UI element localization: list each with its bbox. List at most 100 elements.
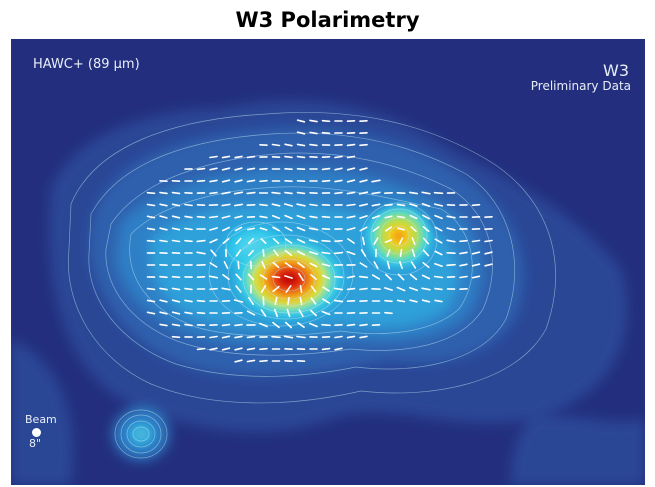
polarization-vector <box>209 335 218 339</box>
beam-label: Beam <box>25 413 57 426</box>
polarization-vector <box>346 167 356 171</box>
polarization-vector <box>196 299 206 303</box>
polarization-vector <box>209 227 218 231</box>
polarization-vector <box>184 287 193 291</box>
emission-cores <box>125 200 437 449</box>
polarization-vector <box>221 347 231 351</box>
polarization-vector <box>221 179 231 183</box>
polarization-vector <box>184 215 193 219</box>
polarization-vector <box>259 167 268 171</box>
polarization-vector <box>260 238 267 244</box>
polarization-vector <box>398 237 404 245</box>
polarization-vector <box>247 273 255 281</box>
polarization-vector <box>283 203 294 207</box>
polarization-vector <box>459 251 468 255</box>
polarization-vector <box>359 215 368 219</box>
polarization-vector <box>299 285 303 293</box>
polarization-vector <box>234 215 243 219</box>
polarization-vector <box>309 119 318 123</box>
polarization-vector <box>284 143 293 147</box>
polarization-vector <box>146 215 156 219</box>
polarization-vector <box>299 296 303 306</box>
polarization-vector <box>383 287 394 291</box>
polarization-vector <box>346 179 356 183</box>
polarization-vector <box>296 119 306 123</box>
polarization-vector <box>159 227 168 231</box>
polarization-vector <box>346 203 356 207</box>
polarization-vector <box>361 236 366 246</box>
polarization-vector <box>296 203 306 207</box>
page-title: W3 Polarimetry <box>235 8 420 32</box>
polarization-vector <box>271 143 281 147</box>
polarization-vector <box>459 263 468 267</box>
polarization-vector <box>209 238 218 244</box>
polarization-vector <box>409 203 418 207</box>
polarization-vector <box>384 311 393 315</box>
polarization-vector <box>159 203 168 207</box>
polarization-vector <box>221 335 231 339</box>
polarization-vector <box>346 191 356 195</box>
polarimetry-map: HAWC+ (89 μm) W3 Preliminary Data Beam 8… <box>11 39 645 485</box>
polarization-vector <box>396 286 406 292</box>
polarization-vector <box>371 179 381 183</box>
polarization-vector <box>371 274 381 280</box>
polarization-vector <box>184 299 193 303</box>
polarization-vector <box>386 249 391 257</box>
polarization-vector <box>333 299 344 303</box>
polarization-vector <box>260 285 267 293</box>
polarization-vector <box>422 214 430 220</box>
polarization-vector <box>259 274 268 280</box>
polarization-vector <box>273 249 279 257</box>
polarization-vector <box>422 261 430 269</box>
polarization-vector <box>221 203 231 207</box>
polarization-vector <box>459 275 468 279</box>
polarization-vector <box>284 238 293 244</box>
polarization-vector <box>234 323 243 327</box>
polarization-vector <box>434 250 443 256</box>
polarization-vector <box>171 299 181 303</box>
polarization-vector <box>171 323 181 327</box>
polarization-vector <box>260 309 267 317</box>
polarization-vector <box>246 191 256 195</box>
polarization-vector <box>209 167 218 171</box>
polarization-vector <box>321 323 331 327</box>
polarization-vector <box>384 203 393 207</box>
polarization-vector <box>421 191 431 195</box>
polarization-vector <box>222 238 230 244</box>
polarization-vector <box>334 347 343 351</box>
polarization-vector <box>310 285 317 293</box>
polarization-vector <box>271 203 281 207</box>
polarization-vector <box>296 215 306 219</box>
polarization-vector <box>333 287 344 291</box>
polarization-vector <box>259 347 268 351</box>
polarization-vector <box>434 214 443 220</box>
polarization-vector <box>409 273 418 281</box>
polarization-vector <box>346 155 356 159</box>
polarization-vector <box>410 226 417 232</box>
polarization-vector <box>346 215 356 219</box>
polarization-vector <box>184 239 193 243</box>
polarization-vector <box>221 215 231 219</box>
polarization-vector <box>321 179 331 183</box>
polarization-vector <box>446 239 456 243</box>
polarization-vector <box>347 238 355 244</box>
polarization-vector <box>284 226 293 232</box>
polarization-vector <box>333 251 344 255</box>
polarization-vector <box>259 179 268 183</box>
polarization-vector <box>196 311 206 315</box>
polarization-vector <box>384 299 393 303</box>
polarization-vector <box>446 215 456 219</box>
polarization-vector <box>408 286 419 292</box>
polarization-vector <box>296 131 306 135</box>
polarization-vector <box>246 155 256 159</box>
polarization-vector <box>296 143 306 147</box>
polarization-vector <box>235 285 242 293</box>
polarization-vector <box>208 215 219 219</box>
polarization-vector <box>358 203 369 207</box>
polarization-vector <box>208 275 219 279</box>
polarization-vector <box>259 359 268 363</box>
beam-marker <box>32 428 41 437</box>
polarization-vector <box>410 261 417 269</box>
polarization-vector <box>397 227 405 231</box>
